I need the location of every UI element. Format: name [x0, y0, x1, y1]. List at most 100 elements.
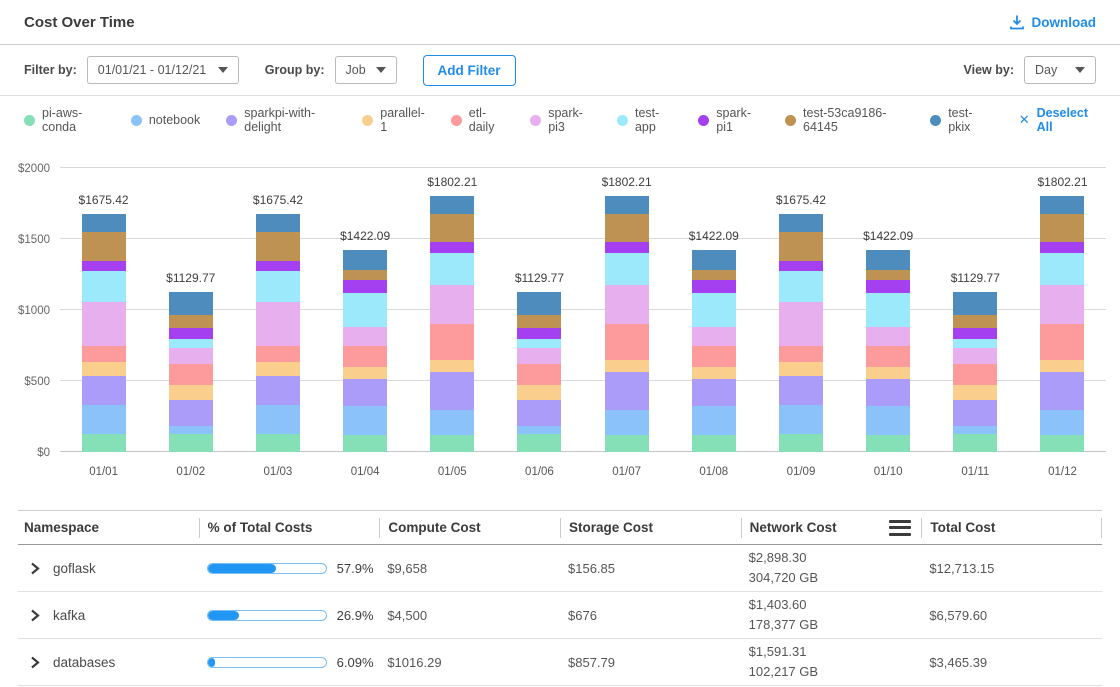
bar-segment-test-app	[168, 338, 213, 348]
bar-segment-spark-pi1	[866, 279, 911, 293]
bar-stack-01/08[interactable]	[691, 250, 736, 452]
percent-progress-bar	[206, 656, 327, 668]
bar-stack-01/05[interactable]	[430, 196, 475, 452]
expand-chevron-icon[interactable]	[30, 609, 40, 622]
network-usage-value: 178,377 GB	[748, 617, 819, 632]
total-cost-cell: $6,579.60	[929, 607, 988, 623]
download-label: Download	[1031, 14, 1097, 30]
bar-stack-01/03[interactable]	[255, 214, 300, 452]
bar-segment-spark-pi3	[604, 285, 649, 324]
bar-total-label: $1129.77	[166, 270, 216, 285]
bar-segment-test-app	[430, 252, 475, 286]
bar-stack-01/09[interactable]	[778, 214, 823, 452]
bar-segment-pi-aws-conda	[255, 433, 300, 452]
x-axis-tick-label: 01/09	[786, 466, 816, 478]
bar-segment-etl-daily	[255, 345, 300, 362]
bar-segment-test-pkix	[953, 291, 998, 316]
bar-segment-spark-pi3	[255, 302, 300, 346]
bar-segment-spark-pi3	[81, 302, 126, 346]
compute-cost-cell: $4,500	[387, 607, 428, 623]
page-header: Cost Over Time Download	[0, 0, 1120, 45]
bar-segment-parallel-1	[517, 384, 562, 401]
network-cost-value: $1,403.60	[748, 596, 807, 612]
bar-segment-spark-pi3	[343, 326, 388, 347]
bar-stack-01/10[interactable]	[866, 250, 911, 452]
bar-segment-spark-pi1	[517, 327, 562, 339]
bar-slot: $1422.09 01/10	[845, 168, 932, 478]
gridline	[60, 167, 1106, 168]
bar-stack-01/04[interactable]	[343, 250, 388, 452]
percent-progress-bar	[206, 609, 327, 621]
download-button[interactable]: Download	[1009, 14, 1097, 30]
bar-segment-pi-aws-conda	[517, 434, 562, 452]
bar-stack-01/11[interactable]	[953, 291, 998, 452]
bar-slot: $1129.77 01/06	[496, 168, 583, 478]
bar-segment-test-53ca9186-64145	[866, 270, 911, 280]
bar-segment-notebook	[430, 410, 475, 436]
bar-segment-test-app	[953, 338, 998, 348]
gridline	[60, 309, 1106, 310]
bar-segment-test-app	[866, 292, 911, 327]
group-by-dropdown[interactable]: Job	[334, 56, 397, 84]
x-axis-tick-label: 01/06	[525, 466, 554, 478]
bar-segment-pi-aws-conda	[343, 434, 388, 452]
date-range-dropdown[interactable]: 01/01/21 - 01/12/21	[86, 56, 239, 84]
legend-item[interactable]: pi-aws-conda	[24, 106, 105, 134]
bar-segment-sparkpi-with-delight	[604, 372, 649, 411]
bar-segment-notebook	[953, 425, 998, 435]
bar-segment-notebook	[81, 404, 126, 434]
bar-segment-pi-aws-conda	[430, 435, 475, 452]
filter-by-label: Filter by:	[24, 63, 77, 77]
table-row-kafka[interactable]: kafka 26.9% $4,500 $676 $1,403.60 178,37…	[18, 592, 1102, 639]
chart-legend: pi-aws-conda notebook sparkpi-with-delig…	[0, 96, 1120, 144]
bar-stack-01/12[interactable]	[1040, 196, 1085, 452]
legend-dot-icon	[226, 114, 238, 126]
x-axis-tick-label: 01/01	[89, 466, 118, 478]
legend-item[interactable]: spark-pi1	[698, 106, 759, 134]
bar-stack-01/02[interactable]	[168, 291, 213, 452]
legend-item[interactable]: test-app	[616, 106, 672, 134]
table-row-databases[interactable]: databases 6.09% $1016.29 $857.79 $1,591.…	[18, 639, 1102, 686]
legend-item[interactable]: test-pkix	[930, 106, 987, 134]
expand-chevron-icon[interactable]	[30, 562, 40, 575]
bar-stack-01/06[interactable]	[517, 291, 562, 452]
namespace-name: kafka	[53, 607, 86, 623]
storage-cost-cell: $156.85	[568, 560, 615, 576]
table-row-goflask[interactable]: goflask 57.9% $9,658 $156.85 $2,898.30 3…	[18, 545, 1102, 592]
column-menu-icon[interactable]	[889, 519, 912, 536]
legend-item-label: etl-daily	[468, 106, 495, 134]
compute-cost-cell: $9,658	[387, 560, 428, 576]
view-by-dropdown[interactable]: Day	[1024, 56, 1096, 84]
bar-slot: $1675.42 01/09	[757, 168, 844, 478]
namespace-cell: databases	[18, 655, 199, 670]
bar-segment-test-53ca9186-64145	[604, 214, 649, 242]
bar-total-label: $1422.09	[340, 229, 391, 244]
legend-item[interactable]: test-53ca9186-64145	[785, 106, 904, 134]
bar-slot: $1422.09 01/04	[322, 168, 409, 478]
bar-segment-test-53ca9186-64145	[953, 315, 998, 328]
add-filter-button[interactable]: Add Filter	[422, 54, 516, 86]
bar-stack-01/01[interactable]	[81, 214, 126, 452]
deselect-all-button[interactable]: ✕ Deselect All	[1019, 106, 1096, 134]
deselect-all-label: Deselect All	[1036, 106, 1089, 134]
bar-stack-01/07[interactable]	[604, 196, 649, 452]
y-axis-tick-label: $0	[37, 447, 50, 459]
percent-cell: 6.09%	[199, 655, 380, 670]
bar-total-label: $1675.42	[78, 193, 129, 208]
legend-dot-icon	[616, 114, 628, 126]
bar-segment-etl-daily	[866, 346, 911, 367]
bar-segment-test-pkix	[168, 291, 213, 316]
legend-item[interactable]: parallel-1	[362, 106, 425, 134]
x-axis-tick-label: 01/08	[699, 466, 729, 478]
x-axis-tick-label: 01/11	[961, 466, 990, 478]
legend-item[interactable]: notebook	[130, 113, 200, 127]
legend-item[interactable]: etl-daily	[450, 106, 504, 134]
legend-item[interactable]: spark-pi3	[530, 106, 591, 134]
bar-segment-parallel-1	[1040, 360, 1085, 373]
chevron-down-icon	[375, 67, 386, 73]
bar-total-label: $1802.21	[1037, 175, 1088, 190]
legend-item[interactable]: sparkpi-with-delight	[226, 106, 336, 134]
expand-chevron-icon[interactable]	[30, 656, 40, 669]
bar-segment-sparkpi-with-delight	[168, 400, 213, 426]
bar-segment-spark-pi1	[343, 279, 388, 293]
